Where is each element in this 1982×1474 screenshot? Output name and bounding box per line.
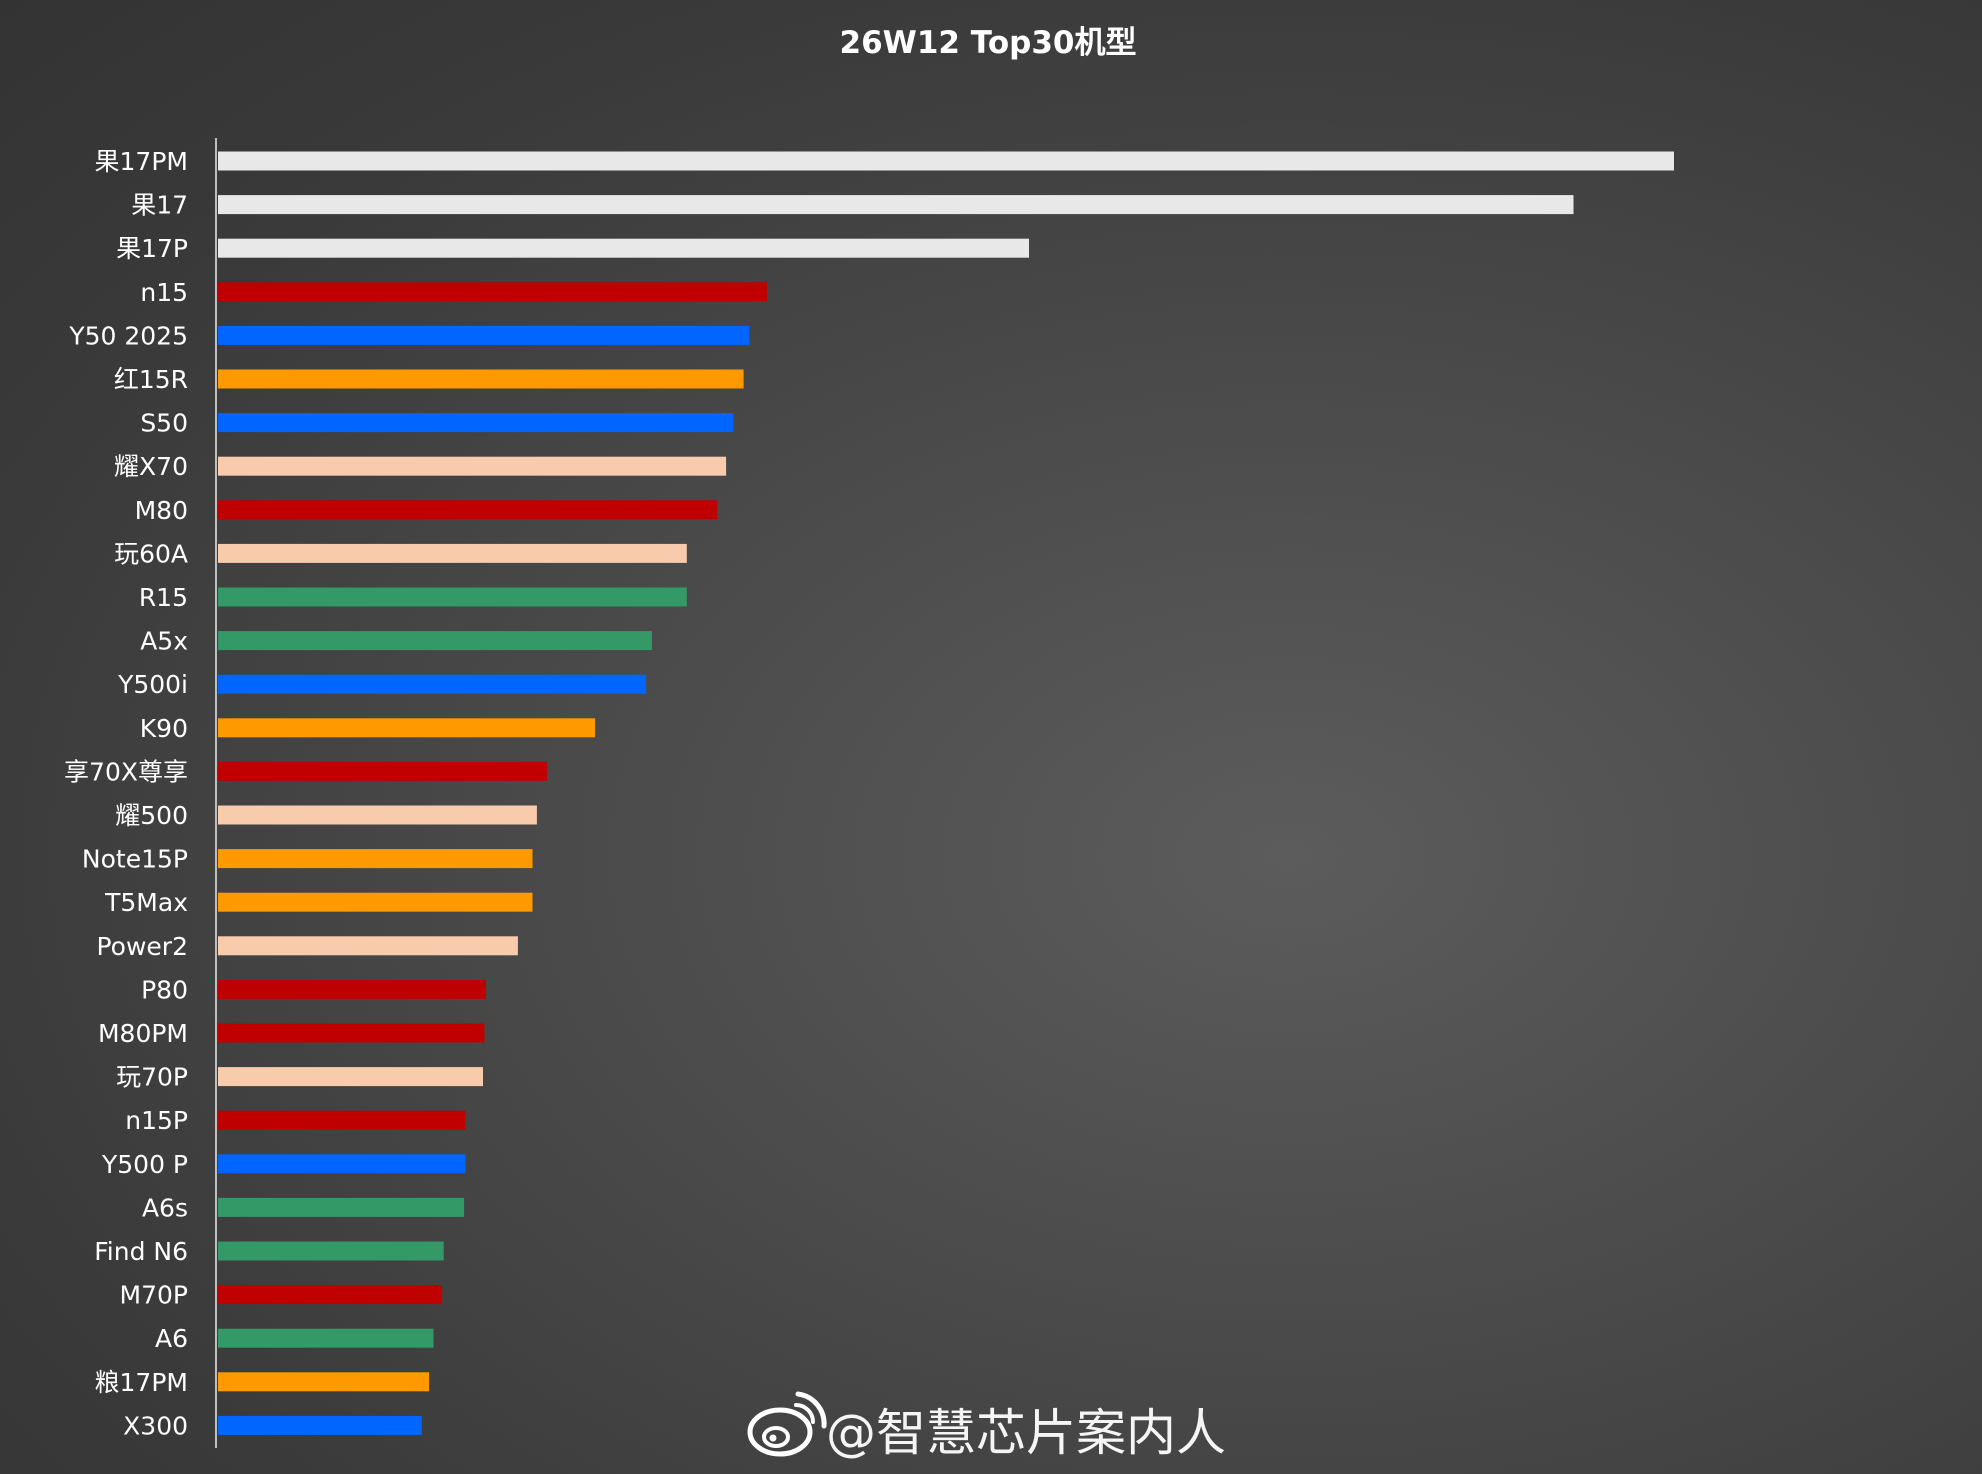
category-labels: 果17PM 果17 果17P n15 Y50 2025 红15R S50 耀X70 M80 玩60… [64, 147, 188, 1440]
bar-17 [218, 892, 533, 912]
category-label-15: 耀500 [115, 801, 188, 830]
category-label-11: A5x [140, 627, 188, 656]
category-label-5: 红15R [114, 365, 188, 394]
weibo-logo-icon [747, 1391, 827, 1457]
bar-26 [218, 1285, 443, 1305]
category-label-21: 玩70P [116, 1063, 188, 1092]
bar-15 [218, 805, 537, 825]
bar-29 [218, 1415, 422, 1435]
bar-22 [218, 1110, 466, 1130]
watermark-text: @智慧芯片案内人 [826, 1404, 1226, 1462]
category-label-9: 玩60A [114, 539, 188, 568]
bar-0 [218, 151, 1674, 171]
bar-20 [218, 1023, 485, 1043]
category-label-23: Y500 P [101, 1150, 188, 1179]
bar-28 [218, 1372, 430, 1392]
bar-10 [218, 587, 687, 607]
bar-16 [218, 849, 533, 869]
category-label-2: 果17P [116, 234, 188, 263]
bar-3 [218, 282, 767, 302]
category-label-26: M70P [120, 1281, 188, 1310]
bar-4 [218, 325, 750, 345]
bar-21 [218, 1067, 483, 1087]
watermark: @智慧芯片案内人 [747, 1391, 1226, 1462]
bar-8 [218, 500, 718, 520]
category-label-1: 果17 [131, 191, 188, 220]
category-label-17: T5Max [104, 888, 188, 917]
category-label-28: 粮17PM [95, 1368, 188, 1397]
category-label-25: Find N6 [94, 1237, 188, 1266]
bar-27 [218, 1328, 434, 1348]
category-label-16: Note15P [82, 845, 188, 874]
bar-13 [218, 718, 596, 738]
bar-7 [218, 456, 727, 476]
category-label-7: 耀X70 [114, 452, 188, 481]
chart-title: 26W12 Top30机型 [840, 25, 1137, 61]
bars-group [218, 151, 1674, 1435]
category-label-13: K90 [140, 714, 188, 743]
bar-19 [218, 979, 486, 999]
category-label-6: S50 [140, 409, 188, 438]
bar-18 [218, 936, 518, 956]
bar-11 [218, 631, 652, 651]
category-label-4: Y50 2025 [68, 321, 188, 350]
category-label-3: n15 [140, 278, 188, 307]
bar-1 [218, 195, 1574, 215]
category-label-10: R15 [139, 583, 188, 612]
bar-24 [218, 1197, 465, 1217]
category-label-19: P80 [141, 975, 188, 1004]
category-label-22: n15P [125, 1106, 188, 1135]
bar-12 [218, 674, 647, 694]
bar-6 [218, 413, 734, 433]
category-label-29: X300 [123, 1411, 188, 1440]
bar-5 [218, 369, 744, 389]
category-label-12: Y500i [117, 670, 188, 699]
category-label-27: A6 [155, 1324, 188, 1353]
bar-14 [218, 761, 548, 781]
category-label-18: Power2 [97, 932, 189, 961]
category-label-20: M80PM [98, 1019, 188, 1048]
category-label-0: 果17PM [95, 147, 188, 176]
bar-25 [218, 1241, 444, 1261]
category-label-24: A6s [142, 1193, 188, 1222]
category-label-8: M80 [135, 496, 188, 525]
bar-2 [218, 238, 1029, 258]
bar-9 [218, 543, 687, 563]
bar-23 [218, 1154, 466, 1174]
category-label-14: 享70X尊享 [64, 757, 188, 786]
